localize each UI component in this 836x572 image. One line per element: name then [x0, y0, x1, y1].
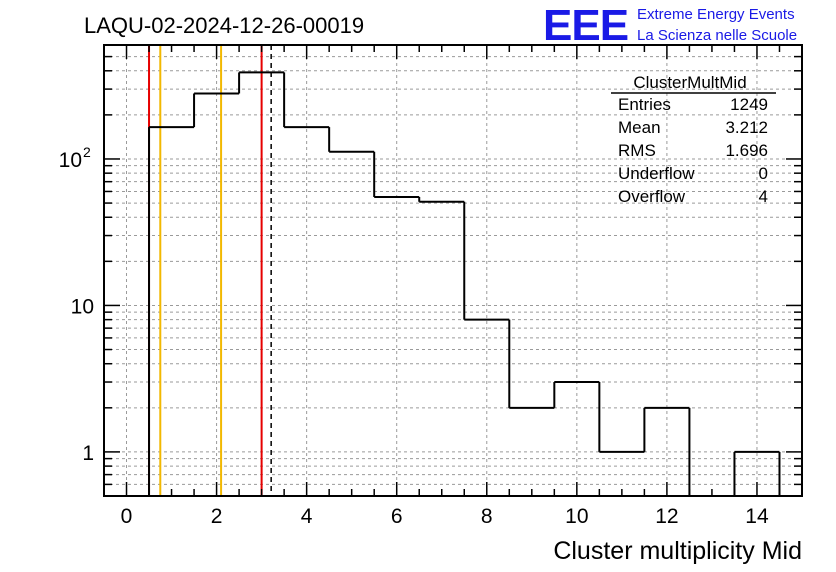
y-tick-label-exponent-2: 2 — [83, 144, 91, 160]
x-tick-label-7: 14 — [745, 505, 769, 528]
stats-value-mean: 3.212 — [725, 118, 768, 137]
x-tick-label-5: 10 — [565, 505, 588, 528]
y-tick-label-0: 1 — [82, 442, 94, 465]
stats-box: ClusterMultMid Entries 1249 Mean 3.212 R… — [611, 73, 776, 206]
x-tick-label-0: 0 — [121, 505, 133, 528]
y-tick-label-1: 10 — [71, 295, 94, 318]
stats-value-underflow: 0 — [759, 164, 768, 183]
chart-title: LAQU-02-2024-12-26-00019 — [84, 13, 364, 38]
eee-logo-line2: La Scienza nelle Scuole — [637, 27, 797, 44]
x-tick-label-6: 12 — [655, 505, 678, 528]
eee-logo: EEE Extreme Energy Events La Scienza nel… — [543, 1, 797, 50]
x-tick-label-1: 2 — [211, 505, 223, 528]
stats-value-overflow: 4 — [759, 187, 768, 206]
stats-value-rms: 1.696 — [725, 141, 768, 160]
x-tick-label-4: 8 — [481, 505, 493, 528]
stats-label-overflow: Overflow — [618, 187, 686, 206]
eee-logo-mark: EEE — [543, 1, 628, 50]
y-tick-label-2: 10 — [59, 149, 82, 172]
x-tick-label-3: 6 — [391, 505, 403, 528]
stats-label-rms: RMS — [618, 141, 656, 160]
plot-frame — [103, 44, 803, 497]
x-axis-label: Cluster multiplicity Mid — [553, 537, 802, 565]
reference-lines — [148, 45, 272, 496]
stats-value-entries: 1249 — [730, 95, 768, 114]
stats-label-entries: Entries — [618, 95, 671, 114]
eee-logo-line1: Extreme Energy Events — [637, 6, 795, 23]
stats-label-underflow: Underflow — [618, 164, 695, 183]
grid — [104, 44, 802, 497]
x-tick-label-2: 4 — [301, 505, 313, 528]
histogram-bins — [148, 71, 781, 497]
stats-label-mean: Mean — [618, 118, 661, 137]
stats-box-title: ClusterMultMid — [633, 73, 746, 92]
